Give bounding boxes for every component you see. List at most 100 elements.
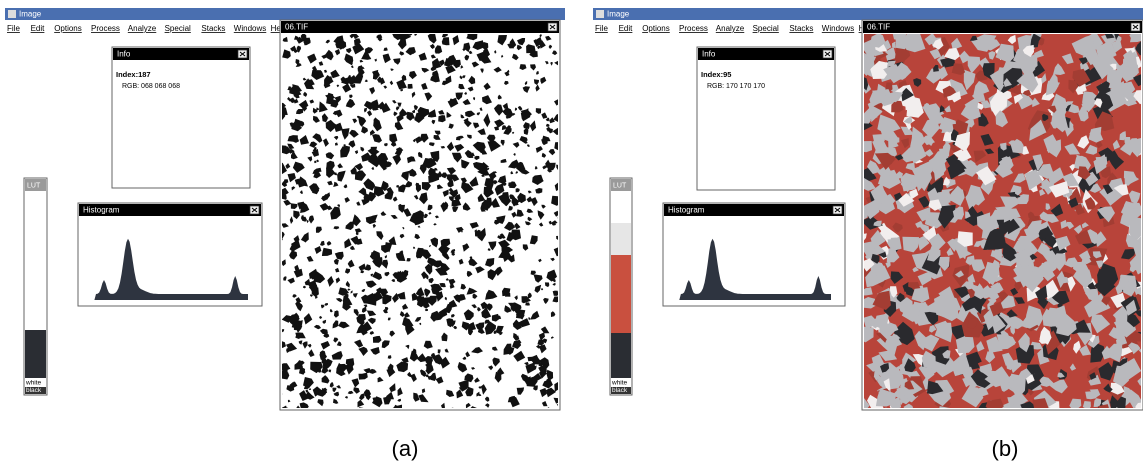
grain [321,375,330,384]
grain [354,228,362,234]
grain [467,34,476,40]
grain [864,77,869,91]
grain [1108,79,1123,90]
menu-item[interactable]: Windows [234,24,266,33]
grain [424,356,433,367]
lut-dark [25,330,46,378]
grain [348,140,356,148]
grain [468,50,473,55]
grain [320,407,321,408]
grain [438,109,445,115]
menu-item[interactable]: Help [271,24,288,33]
grain [333,35,344,45]
grain [527,216,533,222]
grain [949,143,959,153]
grain [1034,49,1044,59]
menu-item[interactable]: File [595,24,608,33]
grain [451,152,462,163]
menu-item[interactable]: Process [679,24,708,33]
grain [292,294,297,298]
grain [550,257,555,262]
menu-item[interactable]: Analyze [128,24,157,33]
grain [529,46,534,51]
menu-item[interactable]: Edit [619,24,634,33]
grain [405,324,415,336]
grain [304,37,311,43]
grain [922,135,934,146]
menu-item[interactable]: Options [642,24,670,33]
grain [940,57,956,68]
grain [539,40,546,49]
grain [365,393,371,401]
grain [333,136,339,140]
grain [516,162,526,173]
grain [413,216,425,226]
menu-item[interactable]: Special [165,24,191,33]
grain [365,280,377,288]
menu-item[interactable]: Options [54,24,82,33]
grain [392,153,401,166]
grain [345,98,356,108]
menu-item[interactable]: Stacks [201,24,225,33]
grain [407,83,413,89]
grain [403,208,412,217]
grain [993,248,1003,263]
grain [1045,203,1051,211]
grain [885,260,891,268]
grain [346,47,352,54]
grain [446,389,455,397]
grain [1128,190,1141,204]
grain [1068,103,1080,114]
grain [405,344,410,350]
grain [864,199,880,220]
grain [504,80,509,85]
grain [340,76,347,83]
grain [550,62,553,66]
grain [492,346,498,351]
grain [380,211,387,216]
grain [982,38,1001,51]
grain [452,63,457,67]
menu-item[interactable]: File [7,24,20,33]
grain [1094,98,1103,108]
window-title-bar [698,48,834,60]
grain [458,386,468,392]
grain [954,270,964,278]
grain [341,128,350,140]
grain [1047,167,1065,186]
grain [433,134,441,140]
menu-item[interactable]: Stacks [789,24,813,33]
grain [408,34,413,36]
menu-item[interactable]: Special [753,24,779,33]
grain [938,256,950,271]
grain [334,109,343,118]
menu-item[interactable]: Analyze [716,24,745,33]
grain [377,101,387,110]
menu-item[interactable]: Windows [822,24,854,33]
grain [361,66,365,69]
grain [487,140,501,152]
grain [329,382,334,388]
grain [485,197,493,209]
grain [382,293,392,305]
grain [356,324,369,334]
grain [988,51,996,60]
grain [900,176,912,193]
grain [524,81,528,86]
grain [1137,377,1141,386]
grain [545,35,552,41]
grain [996,334,1016,350]
grain [497,175,507,184]
grain [1075,319,1091,333]
grain [1094,90,1114,112]
grain [333,310,339,318]
grain [1125,233,1141,248]
grain [477,328,485,334]
menu-item[interactable]: Process [91,24,120,33]
grain [866,362,879,372]
grain [488,365,494,371]
menu-item[interactable]: Edit [31,24,46,33]
grain [399,250,404,255]
grain [319,203,331,211]
grain [546,123,550,127]
